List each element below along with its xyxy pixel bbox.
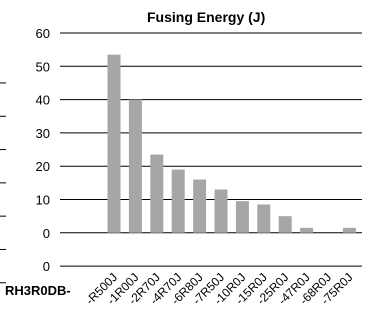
bar-6r80j <box>193 179 207 233</box>
category-prefix-label: RH3R0DB- <box>5 283 71 298</box>
y-tick-label: 30 <box>36 126 50 141</box>
bar-7r50j <box>214 189 228 233</box>
bar-r500j <box>107 54 121 233</box>
bar-2r70j <box>150 154 164 233</box>
bar-10r0j <box>235 201 249 233</box>
bar-47r0j <box>300 227 314 233</box>
bar-75r0j <box>342 227 356 233</box>
gridlines <box>0 32 362 284</box>
x-axis-category-labels: -R500J-1R00J-2R70J-4R70J-6R80J-7R50J-10R… <box>83 270 356 307</box>
y-tick-label: 60 <box>36 26 50 41</box>
bar-4r70j <box>171 169 185 233</box>
y-tick-label: 10 <box>36 193 50 208</box>
y-tick-label: 50 <box>36 59 50 74</box>
bars <box>107 54 356 233</box>
y-axis-tick-labels: 0 0 10 20 30 40 50 60 <box>36 26 50 274</box>
y-tick-label: 0 <box>43 226 50 241</box>
bar-25r0j <box>278 216 292 233</box>
y-tick-label: 40 <box>36 93 50 108</box>
chart-title: Fusing Energy (J) <box>147 9 265 25</box>
bar-15r0j <box>257 204 271 233</box>
y-tick-label: 20 <box>36 159 50 174</box>
y-tick-label: 0 <box>43 259 50 274</box>
bar-1r00j <box>128 99 142 233</box>
